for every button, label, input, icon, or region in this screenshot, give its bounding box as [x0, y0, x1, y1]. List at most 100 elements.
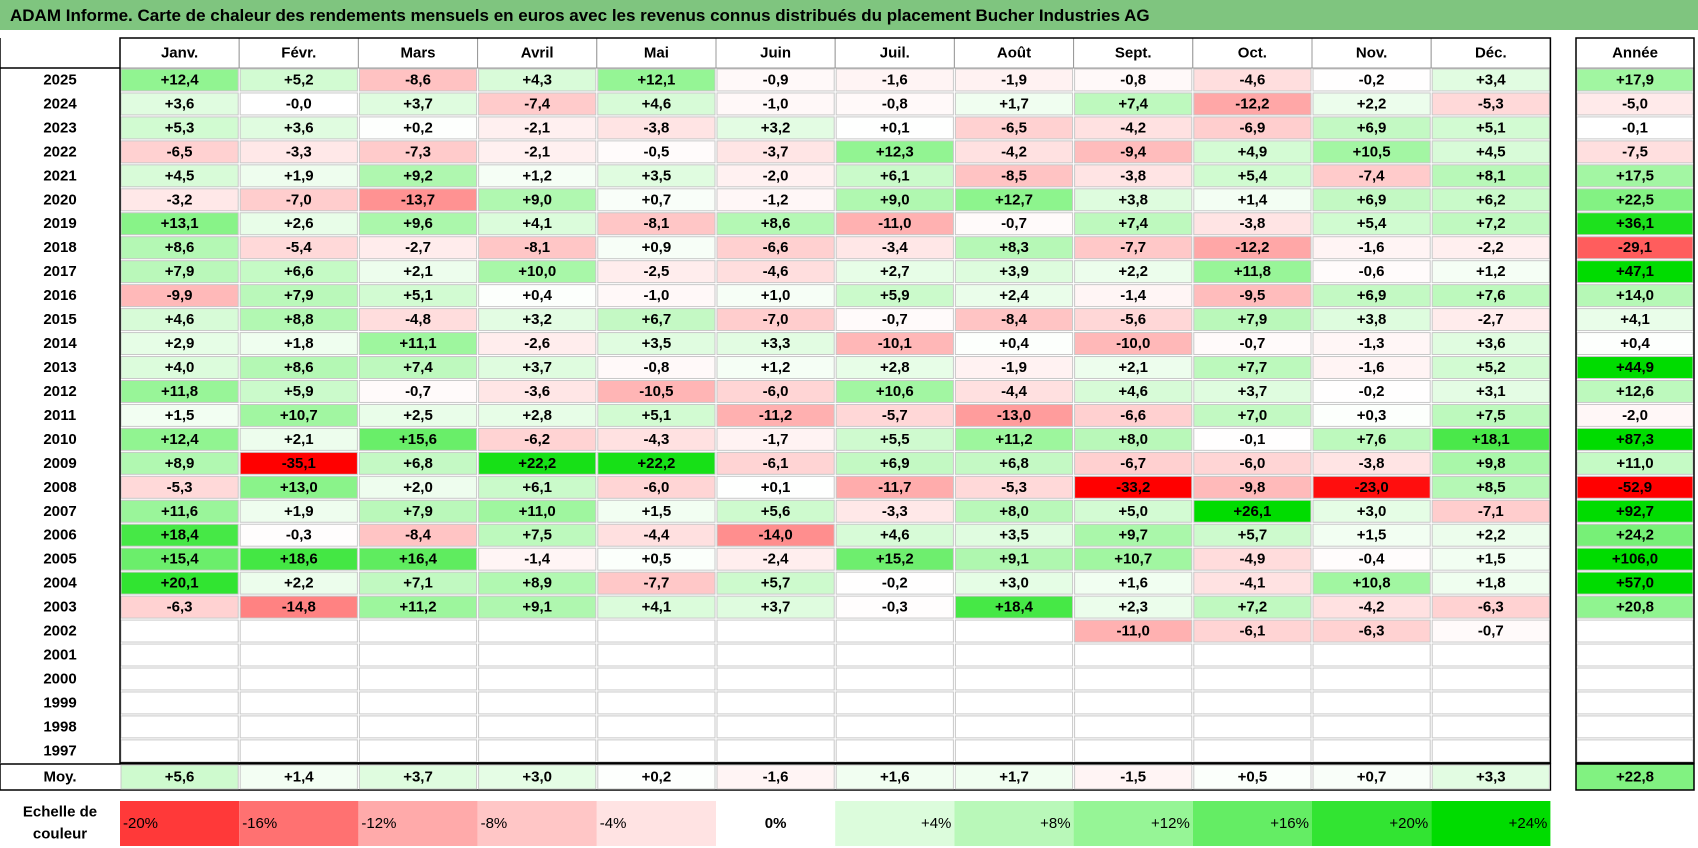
cell-value: -6,6: [763, 239, 789, 256]
scale-swatch: [120, 801, 240, 846]
heatmap-cell: [120, 284, 239, 308]
heatmap-cell: [120, 715, 239, 739]
heatmap-cell: [1431, 92, 1550, 116]
month-header-label: Févr.: [281, 45, 316, 62]
heatmap-cell: [597, 451, 716, 475]
cell-value: +7,9: [403, 503, 433, 520]
year-label: 2018: [43, 239, 76, 256]
heatmap-cell: [835, 523, 954, 547]
cell-value: +3,5: [999, 527, 1029, 544]
cell-value: +1,5: [642, 503, 672, 520]
heatmap-cell: [239, 691, 358, 715]
annual-value: +87,3: [1616, 431, 1654, 448]
year-label: 2025: [43, 71, 76, 88]
heatmap-cell: [1193, 68, 1312, 92]
cell-value: -2,7: [405, 239, 431, 256]
heatmap-cell: [1074, 667, 1193, 691]
cell-value: +7,4: [1118, 215, 1148, 232]
month-header-label: Avril: [521, 45, 554, 62]
cell-value: +12,7: [995, 191, 1033, 208]
cell-value: +12,4: [161, 431, 200, 448]
cell-value: +8,0: [999, 503, 1029, 520]
cell-value: -14,0: [758, 527, 792, 544]
heatmap-cell: [478, 284, 597, 308]
heatmap-cell: [1431, 571, 1550, 595]
heatmap-cell: [835, 715, 954, 739]
cell-value: -0,3: [286, 527, 312, 544]
cell-value: +7,2: [1476, 215, 1506, 232]
heatmap-cell: [716, 140, 835, 164]
cell-value: +1,2: [522, 167, 552, 184]
heatmap-cell: [1193, 140, 1312, 164]
heatmap-cell: [358, 427, 478, 451]
heatmap-cell: [358, 499, 478, 523]
heatmap-cell: [120, 643, 239, 667]
heatmap-cell: [1074, 619, 1193, 643]
cell-value: +9,2: [403, 167, 433, 184]
cell-value: -7,1: [1478, 503, 1504, 520]
heatmap-cell: [1193, 571, 1312, 595]
heatmap-cell: [1312, 92, 1431, 116]
cell-value: +10,6: [876, 383, 914, 400]
year-label: 2021: [43, 167, 76, 184]
cell-value: +1,8: [1476, 575, 1506, 592]
cell-value: +9,6: [403, 215, 433, 232]
cell-value: +4,3: [522, 71, 552, 88]
cell-value: +2,8: [522, 407, 552, 424]
heatmap-cell: [716, 523, 835, 547]
cell-value: -0,5: [643, 143, 669, 160]
heatmap-cell: [1074, 356, 1193, 379]
cell-value: -4,4: [643, 527, 670, 544]
annual-cell: [1576, 308, 1694, 332]
month-header-label: Juin: [760, 45, 791, 62]
heatmap-cell: [1431, 547, 1550, 571]
heatmap-cell: [597, 356, 716, 379]
cell-value: +4,1: [642, 599, 672, 616]
cell-value: +3,4: [1476, 71, 1506, 88]
heatmap-cell: [1193, 308, 1312, 332]
scale-swatch: [1192, 801, 1312, 846]
heatmap-cell: [716, 284, 835, 308]
heatmap-cell: [954, 260, 1074, 284]
heatmap-cell: [478, 140, 597, 164]
heatmap-cell: [478, 332, 597, 356]
heatmap-cell: [239, 595, 358, 619]
cell-value: +16,4: [399, 551, 438, 568]
cell-value: +7,6: [1357, 431, 1387, 448]
heatmap-cell: [358, 284, 478, 308]
cell-value: +10,5: [1353, 143, 1391, 160]
heatmap-cell: [835, 475, 954, 499]
annual-value: +12,6: [1616, 383, 1654, 400]
heatmap-cell: [597, 116, 716, 140]
cell-value: -6,3: [1359, 623, 1385, 640]
cell-value: -11,2: [759, 407, 792, 424]
cell-value: +3,1: [1476, 383, 1506, 400]
month-header-cell: [953, 37, 1075, 69]
heatmap-cell: [1431, 451, 1550, 475]
heatmap-cell: [1193, 379, 1312, 403]
annual-value: -52,9: [1618, 479, 1652, 496]
cell-value: +3,2: [761, 119, 791, 136]
cell-value: +10,8: [1353, 575, 1391, 592]
heatmap-cell: [1074, 691, 1193, 715]
heatmap-cell: [1312, 164, 1431, 188]
cell-value: -0,7: [1001, 215, 1027, 232]
heatmap-cell: [835, 332, 954, 356]
heatmap-cell: [1312, 332, 1431, 356]
heatmap-cell: [1074, 68, 1193, 92]
year-label: 1998: [43, 718, 76, 735]
heatmap-cell: [358, 523, 478, 547]
heatmap-cell: [1312, 619, 1431, 643]
month-header-label: Déc.: [1475, 45, 1507, 62]
heatmap-cell: [1074, 332, 1193, 356]
heatmap-cell: [358, 403, 478, 427]
cell-value: -2,5: [643, 263, 669, 280]
heatmap-cell: [716, 643, 835, 667]
average-value: +1,4: [284, 769, 314, 786]
heatmap-cell: [1431, 284, 1550, 308]
cell-value: -8,5: [1001, 167, 1027, 184]
cell-value: -0,8: [1120, 71, 1146, 88]
heatmap-cell: [1074, 284, 1193, 308]
month-header-cell: [1073, 37, 1194, 69]
